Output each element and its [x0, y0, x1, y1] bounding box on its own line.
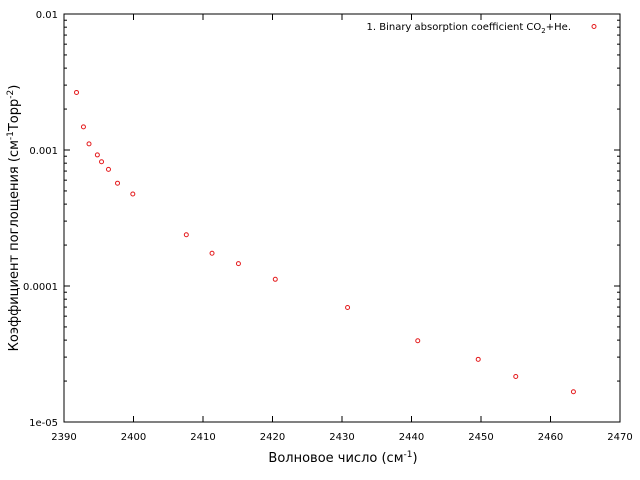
y-axis-ticks: 1e-05 0.0001 0.001 0.01 [23, 10, 620, 429]
data-point [105, 166, 111, 172]
data-point [74, 89, 80, 95]
y-tick-label: 0.001 [29, 146, 58, 157]
data-point [94, 152, 100, 158]
data-point [115, 180, 121, 186]
legend-label: 1. Binary absorption coefficient CO2+He. [367, 22, 572, 35]
data-point [130, 191, 136, 197]
x-tick-label: 2400 [121, 432, 146, 443]
data-point [415, 338, 421, 344]
legend-marker [591, 24, 597, 29]
x-tick-label: 2430 [329, 432, 354, 443]
x-tick-label: 2470 [607, 432, 632, 443]
data-points [74, 89, 576, 395]
data-point [99, 159, 105, 165]
data-point [475, 356, 481, 362]
data-point [272, 276, 278, 282]
data-point [86, 141, 92, 147]
data-point [513, 374, 519, 380]
data-point [235, 261, 241, 267]
y-tick-label: 0.01 [36, 10, 58, 21]
x-tick-label: 2460 [538, 432, 563, 443]
y-tick-label: 0.0001 [23, 282, 58, 293]
x-tick-label: 2440 [399, 432, 424, 443]
x-tick-label: 2450 [468, 432, 493, 443]
x-tick-label: 2410 [190, 432, 215, 443]
x-tick-label: 2390 [51, 432, 76, 443]
legend: 1. Binary absorption coefficient CO2+He. [367, 22, 597, 35]
y-axis-label: Коэффициент поглощения (см-1Торр-2) [6, 85, 22, 352]
data-point [183, 232, 189, 238]
data-point [209, 250, 215, 256]
plot-frame [63, 13, 621, 423]
data-point [570, 389, 576, 395]
data-point [80, 124, 86, 130]
y-tick-label: 1e-05 [29, 418, 58, 429]
data-point [345, 304, 351, 310]
x-axis-ticks: 2390 2400 2410 2420 2430 2440 2450 2460 2470 [51, 14, 633, 443]
x-axis-label: Волновое число (см-1) [268, 450, 417, 466]
x-tick-label: 2420 [260, 432, 285, 443]
